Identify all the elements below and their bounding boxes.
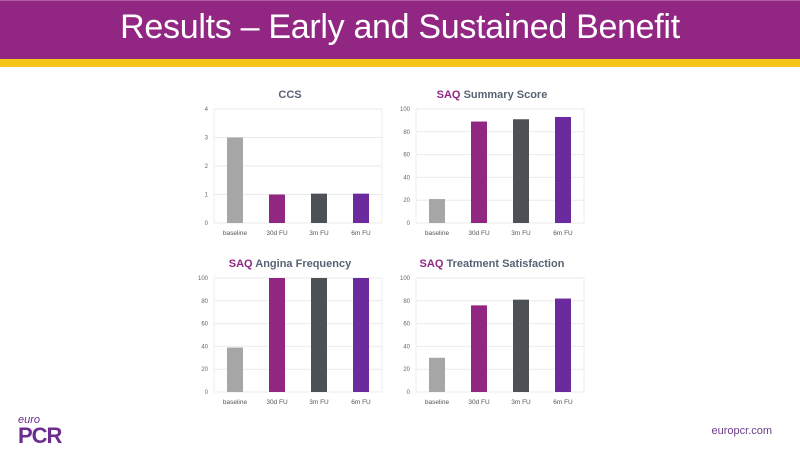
bar-30d-fu: [471, 121, 487, 223]
x-tick-label: 6m FU: [351, 230, 371, 237]
bar-baseline: [227, 137, 243, 223]
chart-title-text: Treatment Satisfaction: [446, 258, 565, 270]
bar-30d-fu: [471, 305, 487, 392]
y-tick-label: 60: [403, 322, 410, 328]
bar-3m-fu: [513, 299, 529, 392]
chart-title: SAQ Treatment Satisfaction: [392, 258, 592, 270]
bar-3m-fu: [513, 119, 529, 223]
bar-30d-fu: [269, 278, 285, 392]
y-tick-label: 20: [403, 198, 410, 204]
x-tick-label: 30d FU: [468, 399, 490, 406]
chart-saq-summary: SAQ Summary Score 0 20 40 60 80 100 baseline 30…: [392, 89, 592, 259]
y-tick-label: 4: [205, 107, 209, 113]
chart-title-text: Angina Frequency: [255, 258, 352, 270]
y-tick-label: 80: [403, 299, 410, 305]
x-tick-label: baseline: [425, 230, 450, 237]
y-tick-label: 0: [205, 390, 209, 396]
chart-plot: 0 1 2 3 4 baseline 30d FU 3m FU 6m FU: [205, 107, 383, 237]
chart-title-accent: SAQ: [436, 89, 461, 101]
x-tick-label: baseline: [223, 230, 248, 237]
y-tick-label: 100: [400, 276, 411, 282]
y-tick-label: 2: [205, 164, 209, 170]
y-tick-label: 40: [201, 344, 208, 350]
bar-3m-fu: [311, 193, 327, 223]
europcr-logo: euro PCR: [18, 414, 62, 448]
y-tick-label: 80: [403, 130, 410, 136]
chart-title-accent: SAQ: [228, 258, 253, 270]
bar-baseline: [429, 199, 445, 223]
chart-title-accent: SAQ: [419, 258, 444, 270]
website-url: europcr.com: [711, 425, 772, 437]
chart-title: SAQ Summary Score: [392, 89, 592, 101]
y-tick-label: 0: [407, 390, 411, 396]
x-tick-label: 30d FU: [266, 399, 288, 406]
y-tick-label: 0: [205, 221, 209, 227]
y-tick-label: 20: [201, 367, 208, 373]
y-tick-label: 100: [400, 107, 411, 113]
y-tick-label: 80: [201, 299, 208, 305]
accent-stripe: [0, 59, 800, 67]
y-tick-label: 40: [403, 344, 410, 350]
x-tick-label: 30d FU: [468, 230, 490, 237]
x-tick-label: 3m FU: [309, 399, 329, 406]
chart-title: CCS: [190, 89, 390, 101]
chart-plot: 0 20 40 60 80 100 baseline 30d FU 3m FU 6m FU: [400, 276, 585, 406]
bar-baseline: [227, 347, 243, 392]
x-tick-label: 6m FU: [351, 399, 371, 406]
chart-ccs: CCS 0 1 2 3 4 baseline 30d FU 3m FU 6m FU: [190, 89, 390, 259]
bar-3m-fu: [311, 278, 327, 392]
x-tick-label: 6m FU: [553, 230, 573, 237]
bar-baseline: [429, 357, 445, 392]
chart-title: SAQ Angina Frequency: [190, 258, 390, 270]
y-tick-label: 1: [205, 193, 209, 199]
logo-euro-text: euro: [18, 414, 41, 426]
chart-saq-satisfaction: SAQ Treatment Satisfaction 0 20 40 60 80 100 b…: [392, 258, 592, 428]
slide-title: Results – Early and Sustained Benefit: [120, 8, 680, 46]
x-tick-label: 3m FU: [511, 399, 531, 406]
x-tick-label: 3m FU: [309, 230, 329, 237]
x-tick-label: 6m FU: [553, 399, 573, 406]
chart-title-text: Summary Score: [463, 89, 548, 101]
y-tick-label: 40: [403, 175, 410, 181]
bar-6m-fu: [555, 298, 571, 392]
bar-6m-fu: [353, 193, 369, 223]
x-tick-label: 3m FU: [511, 230, 531, 237]
chart-title-text: CCS: [278, 89, 302, 101]
x-tick-label: baseline: [223, 399, 248, 406]
bar-6m-fu: [555, 116, 571, 223]
y-tick-label: 20: [403, 367, 410, 373]
x-tick-label: baseline: [425, 399, 450, 406]
title-banner: Results – Early and Sustained Benefit: [0, 0, 800, 59]
y-tick-label: 0: [407, 221, 411, 227]
bar-30d-fu: [269, 194, 285, 223]
chart-saq-angina: SAQ Angina Frequency 0 20 40 60 80 100 baselin…: [190, 258, 390, 428]
chart-plot: 0 20 40 60 80 100 baseline 30d FU 3m FU 6m FU: [400, 107, 585, 237]
x-tick-label: 30d FU: [266, 230, 288, 237]
y-tick-label: 60: [403, 153, 410, 159]
y-tick-label: 100: [198, 276, 209, 282]
logo-pcr-text: PCR: [18, 423, 62, 448]
bar-6m-fu: [353, 278, 369, 392]
chart-plot: 0 20 40 60 80 100 baseline 30d FU 3m FU 6m FU: [198, 276, 383, 406]
y-tick-label: 60: [201, 322, 208, 328]
y-tick-label: 3: [205, 136, 209, 142]
